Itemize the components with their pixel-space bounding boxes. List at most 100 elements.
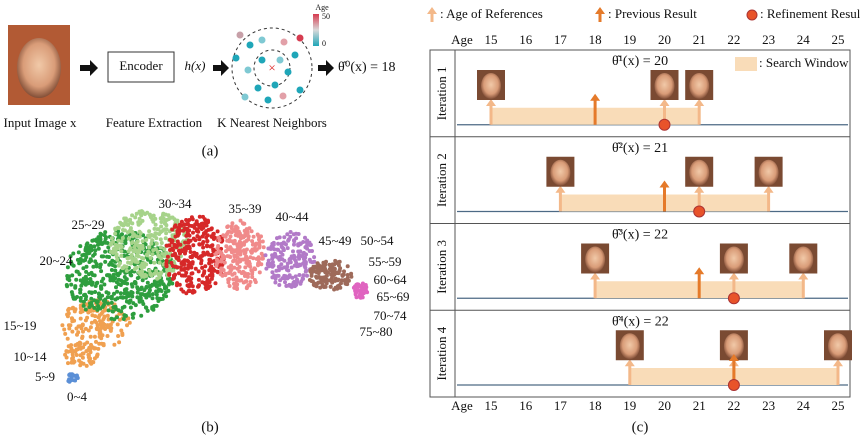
cluster-label: 15~19 bbox=[3, 318, 36, 333]
scatter-dot bbox=[81, 266, 85, 270]
scatter-dot bbox=[113, 243, 117, 247]
scatter-dot bbox=[152, 305, 156, 309]
scatter-dot bbox=[239, 234, 243, 238]
scatter-dot bbox=[117, 340, 121, 344]
scatter-dot bbox=[215, 258, 219, 262]
scatter-dot bbox=[190, 272, 194, 276]
scatter-dot bbox=[133, 245, 137, 249]
scatter-dot bbox=[106, 334, 110, 338]
scatter-dot bbox=[197, 284, 201, 288]
scatter-dot bbox=[82, 259, 86, 263]
scatter-dot bbox=[231, 240, 235, 244]
scatter-dot bbox=[69, 283, 73, 287]
scatter-dot bbox=[205, 282, 209, 286]
scatter-dot bbox=[250, 250, 254, 254]
scatter-dot bbox=[95, 301, 99, 305]
iteration-row: Iteration 1θ̂¹(x) = 20: Search Window bbox=[434, 54, 849, 130]
neighbor-dot bbox=[297, 35, 304, 42]
scatter-dot bbox=[99, 233, 103, 237]
scatter-dot bbox=[107, 291, 111, 295]
scatter-dot bbox=[150, 273, 154, 277]
scatter-dot bbox=[155, 296, 159, 300]
scatter-dot bbox=[165, 264, 169, 268]
scatter-dot bbox=[269, 247, 273, 251]
neighbor-dot bbox=[247, 42, 254, 49]
scatter-dot bbox=[89, 343, 93, 347]
hx: h(x) bbox=[185, 58, 206, 73]
scatter-dot bbox=[178, 223, 182, 227]
scatter-dot bbox=[183, 241, 187, 245]
scatter-dot bbox=[149, 256, 153, 260]
scatter-dot bbox=[130, 221, 134, 225]
scatter-dot bbox=[229, 234, 233, 238]
scatter-dot bbox=[116, 322, 120, 326]
scatter-dot bbox=[188, 283, 192, 287]
scatter-dot bbox=[342, 273, 346, 277]
face bbox=[550, 160, 570, 186]
scatter-dot bbox=[257, 246, 261, 250]
iteration-label: Iteration 4 bbox=[434, 326, 449, 380]
scatter-dot bbox=[228, 284, 232, 288]
scatter-dot bbox=[87, 353, 91, 357]
scatter-dot bbox=[142, 257, 146, 261]
scatter-dot bbox=[316, 281, 320, 285]
scatter-dot bbox=[235, 282, 239, 286]
scatter-dot bbox=[323, 266, 327, 270]
scatter-dot bbox=[84, 297, 88, 301]
scatter-dot bbox=[200, 259, 204, 263]
cluster-label: 55~59 bbox=[368, 254, 401, 269]
neighbor-dot bbox=[259, 57, 266, 64]
scatter-dot bbox=[216, 244, 220, 248]
scatter-dot bbox=[136, 220, 140, 224]
scatter-dot bbox=[80, 253, 84, 257]
scatter-dot bbox=[114, 285, 118, 289]
scatter-dot bbox=[89, 297, 93, 301]
scatter-dot bbox=[226, 230, 230, 234]
scatter-dot bbox=[100, 254, 104, 258]
scatter-dot bbox=[184, 249, 188, 253]
scatter-dot bbox=[175, 229, 179, 233]
scatter-dot bbox=[272, 243, 276, 247]
scatter-dot bbox=[208, 258, 212, 262]
scatter-dot bbox=[164, 236, 168, 240]
scatter-dot bbox=[346, 264, 350, 268]
scatter-dot bbox=[125, 269, 129, 273]
scatter-dot bbox=[119, 309, 123, 313]
scatter-dot bbox=[129, 246, 133, 250]
scatter-dot bbox=[333, 259, 337, 263]
scatter-dot bbox=[188, 278, 192, 282]
scatter-dot bbox=[90, 247, 94, 251]
scatter-dot bbox=[149, 260, 153, 264]
neighbor-dot bbox=[237, 32, 244, 39]
scatter-dot bbox=[230, 267, 234, 271]
scatter-dot bbox=[210, 269, 214, 273]
scatter-dot bbox=[162, 212, 166, 216]
scatter-dot bbox=[175, 265, 179, 269]
scatter-dot bbox=[117, 264, 121, 268]
caption: (c) bbox=[632, 419, 649, 435]
reference-image bbox=[616, 330, 644, 360]
scatter-dot bbox=[149, 242, 153, 246]
scatter-dot bbox=[88, 305, 92, 309]
reference-image bbox=[789, 244, 817, 274]
scatter-dot bbox=[280, 245, 284, 249]
scatter-dot bbox=[159, 237, 163, 241]
scatter-dot bbox=[70, 361, 74, 365]
scatter-dot bbox=[97, 247, 101, 251]
scatter-dot bbox=[119, 254, 123, 258]
scatter-dot bbox=[102, 342, 106, 346]
face bbox=[689, 160, 709, 186]
neighbor-dot bbox=[281, 39, 288, 46]
scatter-dot bbox=[93, 290, 97, 294]
scatter-dot bbox=[238, 279, 242, 283]
refinement-point bbox=[694, 206, 705, 217]
scatter-dot bbox=[131, 301, 135, 305]
scatter-dot bbox=[156, 253, 160, 257]
scatter-dot bbox=[142, 261, 146, 265]
scatter-dot bbox=[179, 287, 183, 291]
scatter-dot bbox=[171, 269, 175, 273]
reference-image bbox=[755, 157, 783, 187]
scatter-dot bbox=[92, 347, 96, 351]
scatter-dot bbox=[191, 231, 195, 235]
scatter-dot bbox=[128, 270, 132, 274]
